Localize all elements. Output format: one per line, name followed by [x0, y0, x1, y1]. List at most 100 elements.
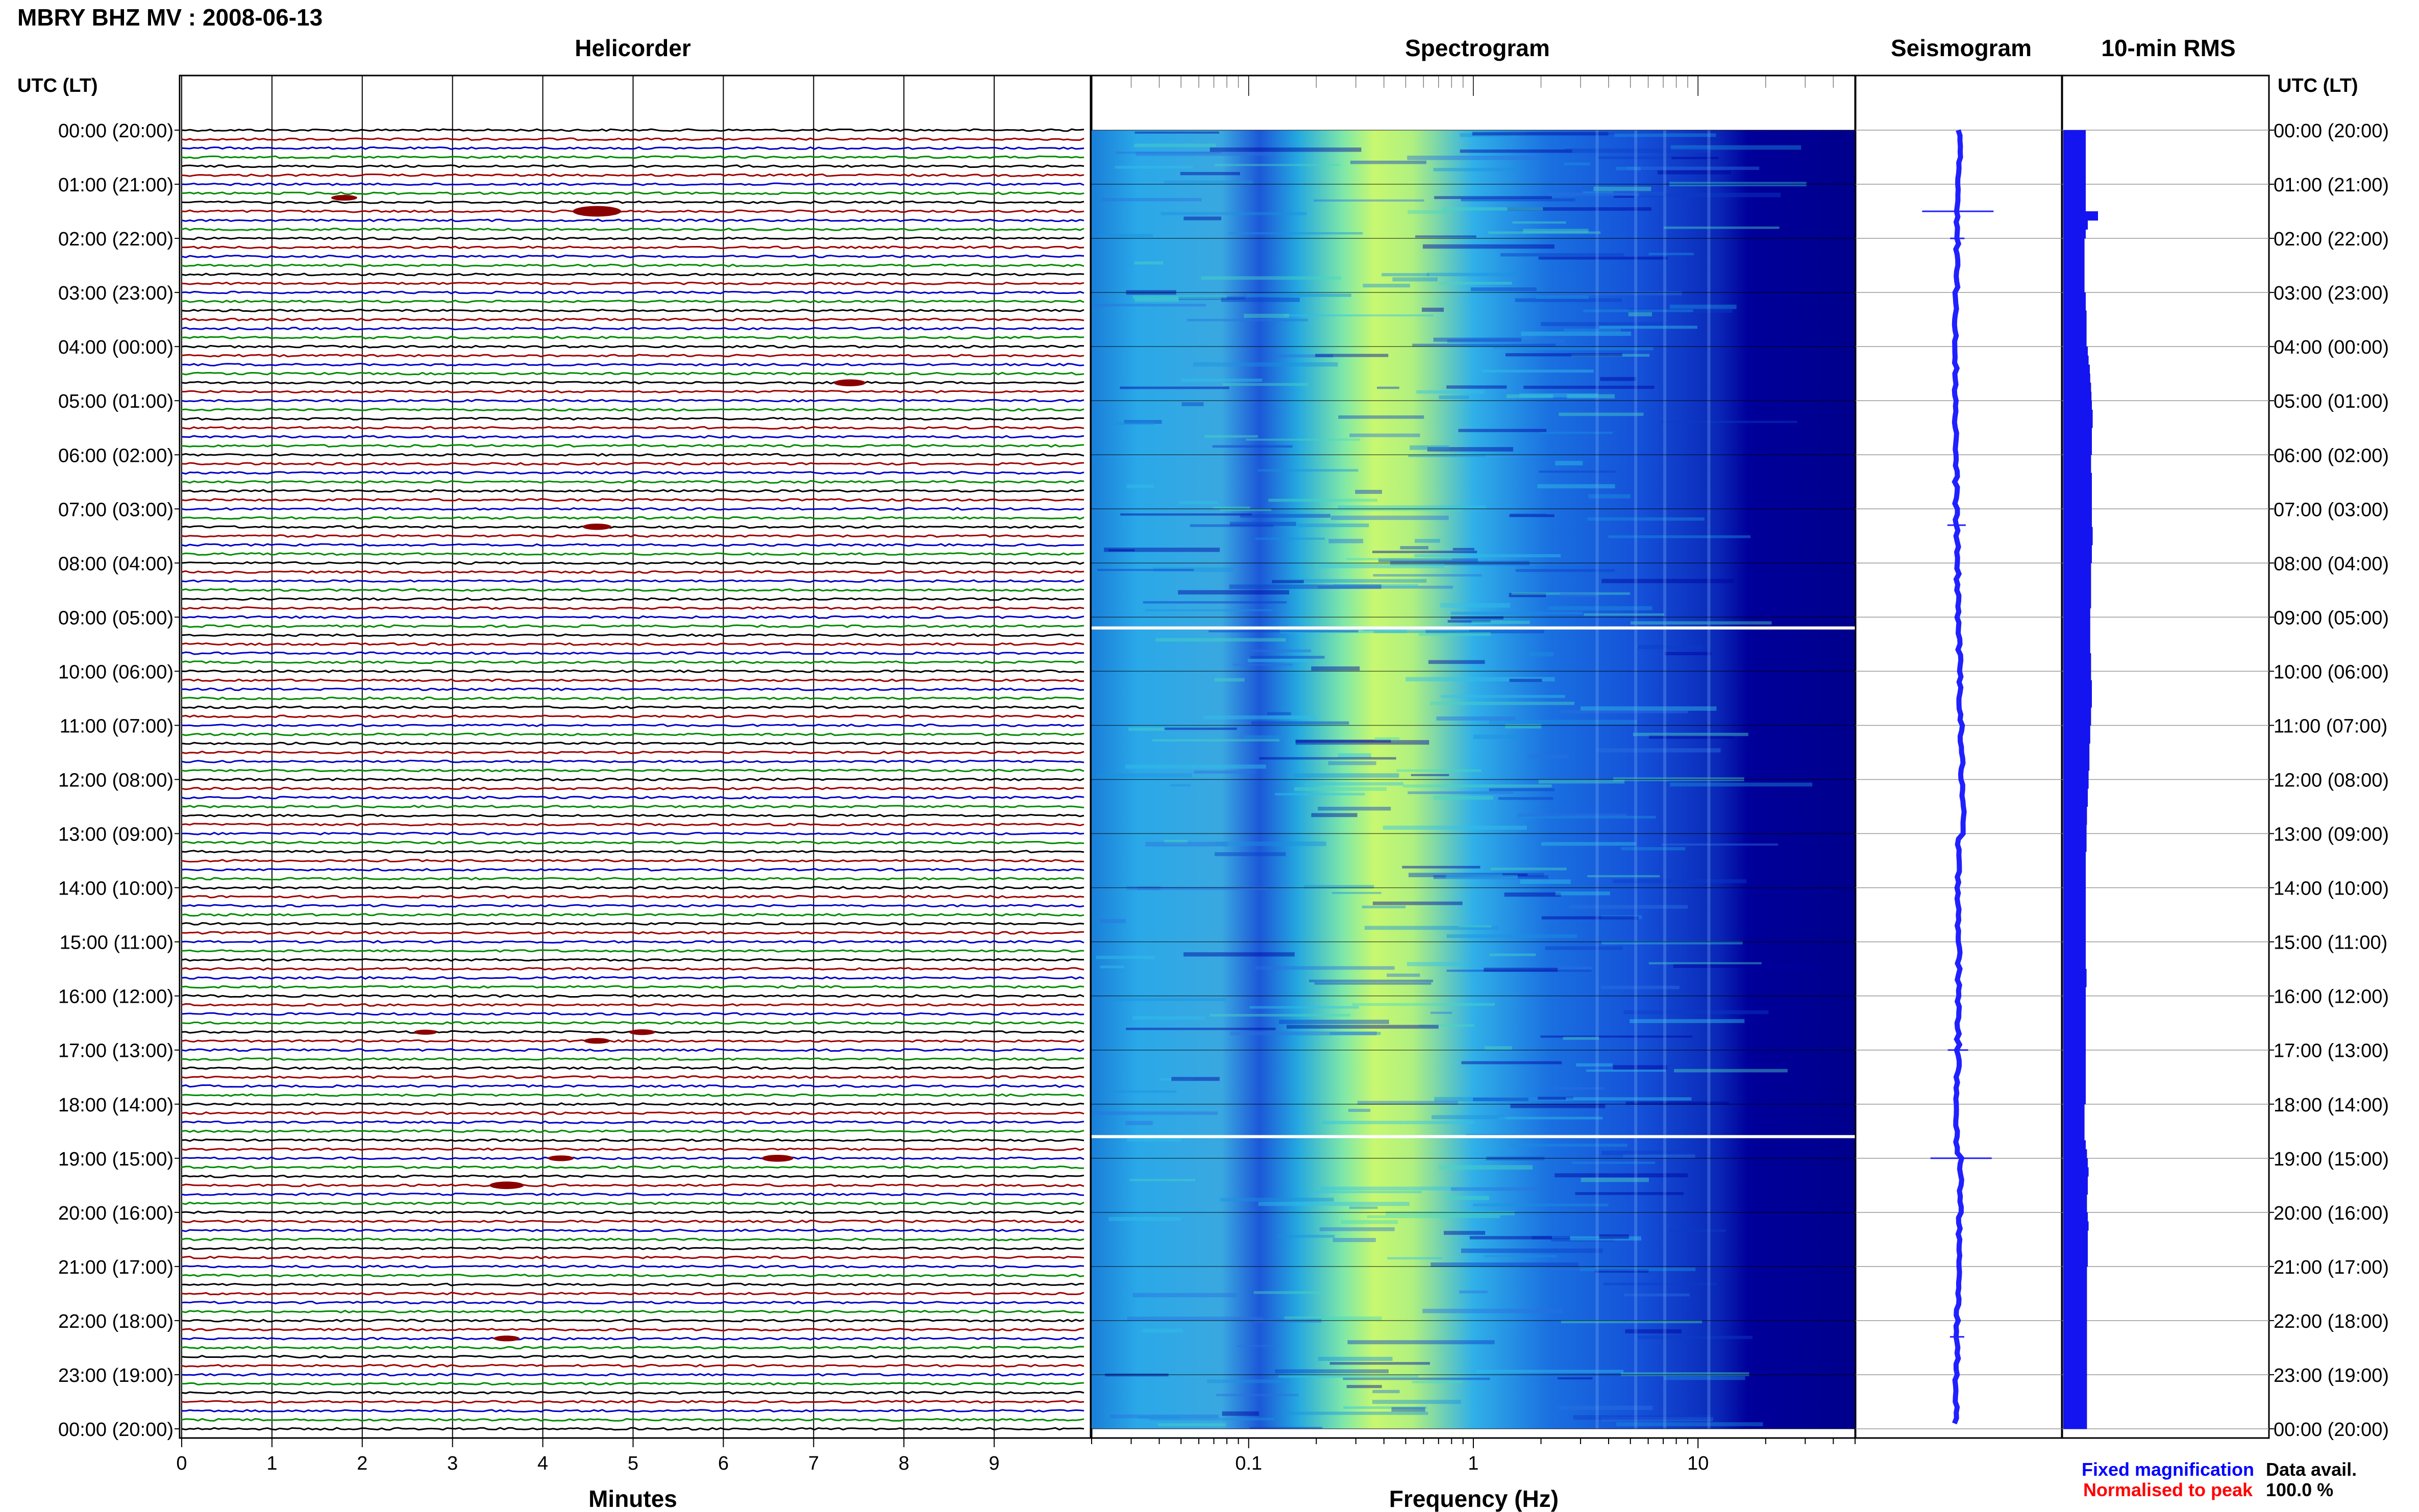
seismic-event	[573, 206, 622, 217]
spectrogram-streak	[1472, 132, 1609, 136]
rms-bar	[2063, 1131, 2085, 1141]
left-axis-title: UTC (LT)	[17, 75, 98, 96]
spectrogram-streak	[1614, 195, 1635, 198]
spectrogram-x-ticks: 0.1 1 10	[1091, 76, 1856, 1474]
helicorder-trace	[181, 1418, 1084, 1422]
spectrogram-streak	[1096, 955, 1155, 959]
spectrogram-streak	[1132, 1016, 1205, 1020]
spectrogram-streak	[1422, 307, 1444, 312]
spectrogram-streak	[1512, 221, 1566, 224]
spectrogram-streak	[1255, 537, 1325, 540]
spectrogram-streak	[1183, 216, 1222, 220]
spectrogram-streak	[1338, 753, 1371, 758]
spectrogram-streak	[1341, 1220, 1398, 1224]
spectrogram-streak	[1120, 386, 1229, 389]
rms-bar	[2063, 887, 2086, 897]
time-label-left: 17:00 (13:00)	[58, 1040, 174, 1062]
rms-bar	[2063, 1221, 2089, 1231]
helicorder-trace	[181, 1427, 1084, 1431]
spectrogram-streak	[1249, 1427, 1322, 1429]
spectrogram-streak	[1279, 629, 1407, 633]
spectrogram-streak	[1210, 147, 1362, 152]
helicorder-trace	[181, 453, 1084, 457]
spectrogram-streak	[1428, 660, 1485, 664]
helicorder-trace	[181, 895, 1084, 899]
rms-bar	[2063, 337, 2087, 347]
spectrogram-streak	[1406, 962, 1465, 966]
spectrogram-streak	[1378, 558, 1478, 562]
spectrogram-streak	[1447, 620, 1491, 623]
time-label-right: 08:00 (04:00)	[2274, 553, 2389, 575]
time-label-right: 11:00 (07:00)	[2274, 715, 2387, 737]
spectrogram-streak	[1215, 852, 1286, 856]
spectrogram-streak	[1540, 1035, 1692, 1038]
helicorder-trace	[181, 1255, 1084, 1259]
time-label-right: 23:00 (19:00)	[2274, 1365, 2389, 1386]
spectrogram-streak	[1628, 312, 1652, 316]
spectrogram-streak	[1170, 784, 1191, 787]
spectrogram-streak	[1581, 1177, 1649, 1182]
spectrogram-streak	[1527, 754, 1569, 759]
helicorder-trace	[181, 1346, 1084, 1350]
helicorder-title: Helicorder	[575, 35, 691, 61]
spectrogram-streak	[1099, 234, 1153, 237]
spectrogram-streak	[1100, 965, 1124, 969]
rms-bar	[2063, 941, 2086, 951]
time-label-right: 20:00 (16:00)	[2274, 1203, 2389, 1224]
rms-bars	[2063, 130, 2098, 1429]
helicorder-trace	[181, 1138, 1084, 1142]
time-label-right: 05:00 (01:00)	[2274, 391, 2389, 412]
time-label-right: 07:00 (03:00)	[2274, 499, 2389, 520]
data-gap	[1092, 1135, 1855, 1138]
spectrogram-streak	[1558, 1405, 1653, 1410]
spectrogram-streak	[1458, 429, 1547, 432]
spectrogram-streak	[1203, 715, 1318, 720]
time-label-right: 02:00 (22:00)	[2274, 229, 2389, 250]
rms-bar	[2063, 463, 2091, 474]
spectrogram-streak	[1237, 1345, 1279, 1347]
helicorder-trace	[181, 1282, 1084, 1286]
rms-bar	[2063, 355, 2089, 365]
spectrogram-streak	[1541, 842, 1636, 846]
helicorder-trace	[181, 1075, 1084, 1079]
spectrogram-streak	[1616, 1422, 1763, 1426]
spectrogram-streak	[1484, 1255, 1557, 1257]
spectrogram-streak	[1178, 296, 1246, 300]
spectrogram-streak	[1267, 712, 1291, 715]
spectrogram-streak	[1509, 592, 1546, 598]
spectrogram-streak	[1315, 509, 1462, 511]
rms-bar	[2063, 500, 2092, 509]
helicorder-trace	[181, 1156, 1084, 1160]
spectrogram-streak	[1367, 1215, 1500, 1219]
spectrogram-streak	[1548, 606, 1652, 611]
spectrogram-streak	[1386, 1211, 1515, 1216]
spectrogram-streak	[1329, 1032, 1381, 1035]
spectrogram-streak	[1489, 720, 1637, 725]
helicorder-trace	[181, 1102, 1084, 1106]
spectrogram-streak	[1215, 841, 1326, 847]
spectrogram-streak	[1161, 212, 1307, 215]
spectrogram-streak	[1155, 638, 1286, 642]
rms-bar	[2063, 635, 2090, 645]
right-axis-title: UTC (LT)	[2278, 75, 2358, 96]
rms-bar	[2063, 175, 2086, 185]
rms-bar	[2063, 572, 2091, 582]
spectrogram-streak	[1460, 133, 1510, 137]
spectrogram-streak	[1601, 579, 1734, 583]
spectrogram-streak	[1287, 1025, 1439, 1029]
spectrogram-streak	[1572, 1161, 1656, 1164]
spectrogram-streak	[1372, 1390, 1400, 1394]
rms-title: 10-min RMS	[2101, 35, 2235, 61]
time-label-left: 22:00 (18:00)	[58, 1311, 174, 1332]
rms-bar	[2063, 1158, 2088, 1168]
time-label-right: 03:00 (23:00)	[2274, 283, 2389, 304]
spectrogram-streak	[1436, 716, 1516, 721]
spectrogram-streak	[1255, 966, 1395, 970]
rms-bar	[2063, 590, 2091, 600]
spectrogram-streak	[1461, 1248, 1603, 1253]
spectrogram-streak	[1232, 663, 1293, 666]
rms-bar	[2063, 1104, 2085, 1113]
minute-tick-label: 4	[537, 1453, 548, 1474]
spectrogram-streak	[1459, 1290, 1488, 1294]
